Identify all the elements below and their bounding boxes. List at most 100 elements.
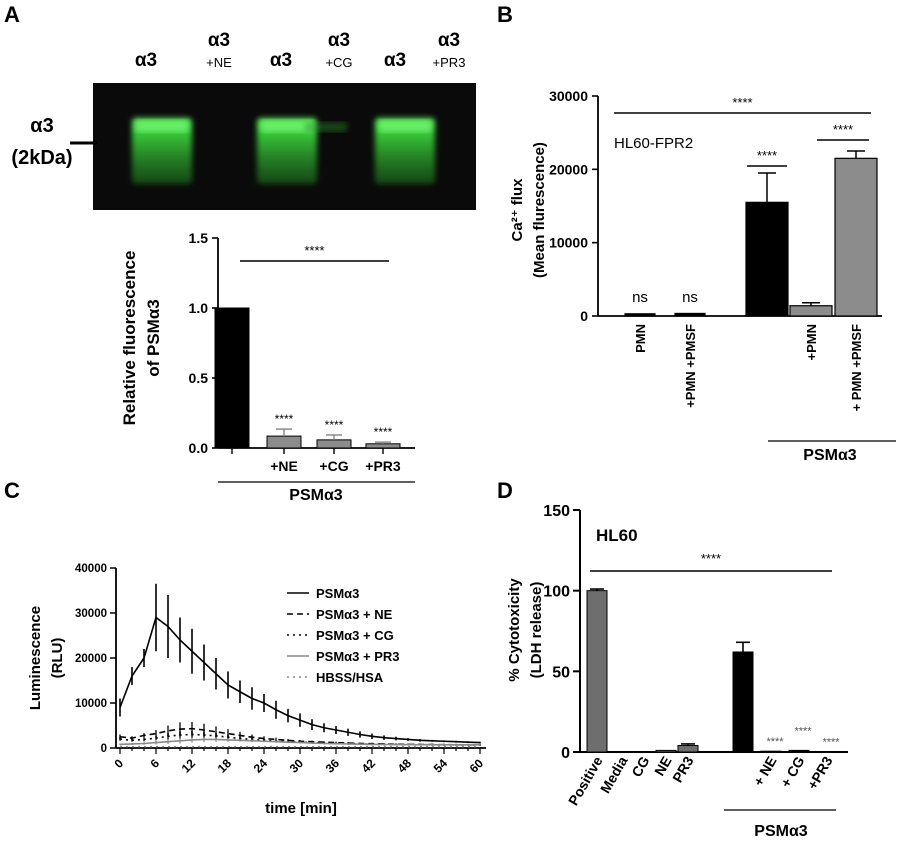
- x-tick-label: + PMN +PMSF: [849, 324, 864, 411]
- significance-label: ****: [275, 412, 294, 426]
- significance-label: ****: [794, 725, 812, 737]
- x-tick-label: CG: [628, 753, 652, 779]
- significance-bar-stars: ****: [701, 551, 721, 566]
- y-tick-label: 30000: [75, 608, 107, 620]
- bar: [586, 590, 608, 753]
- x-tick-label: 12: [179, 756, 199, 776]
- significance-label: ****: [766, 736, 784, 748]
- x-tick-label: +CG: [319, 458, 348, 474]
- significance-label: ns: [632, 289, 648, 306]
- x-tick-label: +PMN: [804, 324, 819, 360]
- legend-label: HBSS/HSA: [316, 670, 384, 685]
- bar: [624, 313, 656, 317]
- gel-band-core: [379, 120, 431, 132]
- panel-letter-b: B: [497, 2, 513, 27]
- y-tick-label: 150: [543, 503, 570, 520]
- y-tick-label: 0: [580, 308, 588, 324]
- chart-c: 0 10000 20000 30000 40000 0 6 12 18 24 30 36 42 48 54 6…: [27, 563, 486, 817]
- series-2: [119, 730, 481, 746]
- x-tick-label: 54: [431, 756, 451, 776]
- lane-sublabel: +NE: [206, 55, 232, 70]
- group-label: PSMα3: [754, 823, 808, 840]
- panel-letter-a: A: [4, 2, 20, 27]
- gel-band: [257, 118, 317, 184]
- x-tick-label: +PR3: [804, 753, 836, 792]
- significance-bar-stars: ****: [304, 243, 324, 258]
- y-tick-label: 0.0: [189, 440, 209, 456]
- significance-label: ****: [374, 425, 393, 439]
- y-tick-label: 1.5: [189, 230, 209, 246]
- y-tick-label: 20000: [75, 653, 107, 665]
- gel-band: [132, 118, 192, 184]
- bar: [789, 305, 833, 317]
- gel-band-core: [261, 120, 313, 132]
- x-tick-label: +PR3: [365, 458, 401, 474]
- y-tick-label: 40000: [75, 563, 107, 575]
- bar: [266, 435, 302, 449]
- significance-label: ****: [325, 418, 344, 432]
- y-tick-label: 0: [101, 743, 107, 755]
- y-axis-label: Relative fluorescence: [120, 251, 139, 426]
- x-tick-label: + NE: [750, 754, 780, 789]
- marker-name: α3: [30, 115, 53, 137]
- bar: [655, 749, 677, 753]
- lane-label: α3: [208, 30, 230, 51]
- inset-label: HL60-FPR2: [614, 135, 693, 152]
- x-tick-label: 36: [323, 756, 343, 776]
- gel-smear: [305, 122, 347, 132]
- lane-label: α3: [135, 50, 157, 71]
- x-tick-label: 18: [215, 756, 235, 776]
- x-tick-label: 48: [395, 756, 415, 776]
- y-tick-label: 30000: [549, 88, 588, 104]
- legend-label: PSMα3 + NE: [316, 607, 393, 622]
- lane-label: α3: [438, 30, 460, 51]
- y-axis-label: Luminescence: [27, 606, 44, 710]
- x-tick-label: 0: [111, 756, 126, 771]
- chart-a: 0.0 0.5 1.0 1.5 Relative fluorescence of PSMα…: [120, 230, 415, 504]
- x-axis-label: time [min]: [265, 800, 337, 817]
- gel-band-core: [136, 120, 188, 132]
- y-axis-label-2: (Mean flurescence): [531, 142, 548, 278]
- chart-b: 0 10000 20000 30000 Ca²⁺ flux (Mean flurescen…: [509, 88, 896, 464]
- significance-label: ns: [682, 289, 698, 306]
- y-axis-label-2: (LDH release): [528, 582, 545, 679]
- x-tick-label: PR3: [669, 753, 697, 785]
- y-tick-label: 0.5: [189, 370, 209, 386]
- bar: [677, 745, 699, 753]
- bar: [214, 307, 250, 449]
- x-tick-label: 24: [251, 756, 271, 776]
- x-tick-label: Positive: [565, 753, 606, 808]
- bar: [316, 439, 352, 449]
- marker-size: (2kDa): [11, 147, 72, 169]
- bar: [732, 651, 754, 753]
- lane-label: α3: [384, 50, 406, 71]
- y-tick-label: 20000: [549, 161, 588, 177]
- lane-sublabel: +CG: [325, 55, 352, 70]
- x-tick-label: +PMN +PMSF: [683, 324, 698, 408]
- series-3: [119, 736, 481, 746]
- bar: [788, 749, 810, 753]
- significance-bar-main-stars: ****: [732, 95, 752, 110]
- x-tick-label: 30: [287, 756, 307, 776]
- y-tick-label: 10000: [75, 698, 107, 710]
- significance-bar-left-stars: ****: [757, 148, 777, 163]
- y-axis-label-2: of PSMα3: [144, 299, 163, 377]
- significance-bar-right-stars: ****: [833, 122, 853, 137]
- y-tick-label: 100: [543, 584, 570, 601]
- y-axis-label: % Cytotoxicity: [506, 578, 523, 682]
- bar: [760, 750, 782, 753]
- gel-image: α3 α3 +NE α3 α3 +CG α3 α3 +PR3 α3 (2kDa): [11, 30, 476, 210]
- y-axis-label: Ca²⁺ flux: [509, 178, 526, 242]
- panel-letter-c: C: [4, 478, 20, 503]
- group-label: PSMα3: [289, 487, 343, 504]
- lane-label: α3: [328, 30, 350, 51]
- chart-d: 0 50 100 150 % Cytotoxicity (LDH release) HL60…: [506, 503, 848, 840]
- panel-letter-d: D: [497, 478, 513, 503]
- y-axis-label-2: (RLU): [49, 638, 66, 679]
- lane-sublabel: +PR3: [433, 55, 466, 70]
- lane-label: α3: [270, 50, 292, 71]
- bar: [745, 201, 789, 317]
- x-tick-label: PMN: [633, 324, 648, 353]
- gel-band: [375, 118, 435, 184]
- bar: [834, 157, 878, 317]
